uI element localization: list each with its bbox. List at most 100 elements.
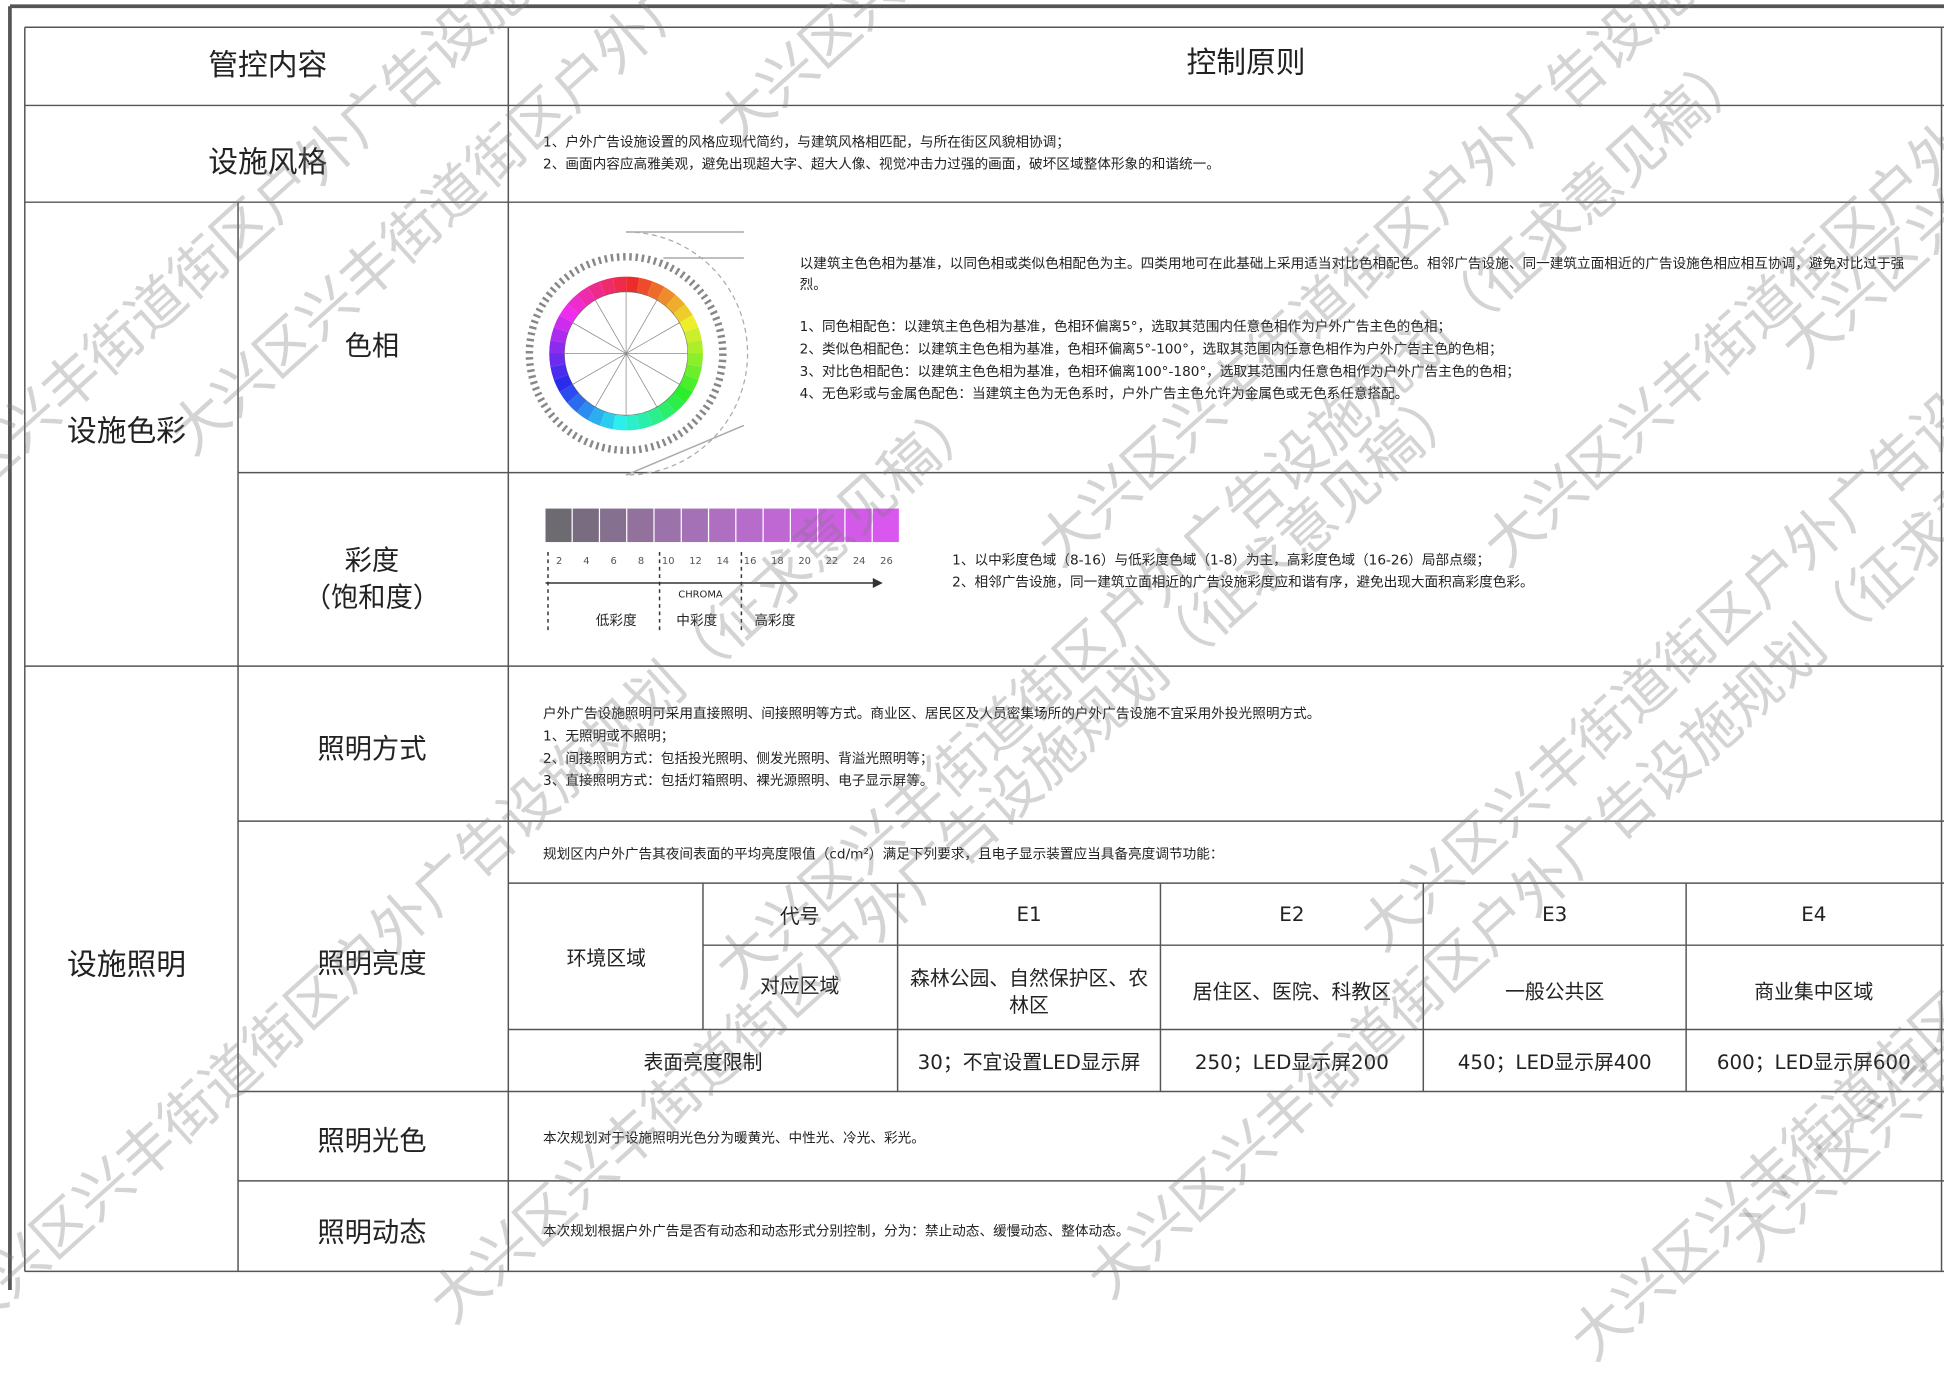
sub-label: 照明动态 xyxy=(317,1218,427,1250)
swatch xyxy=(600,508,627,543)
range-label: 中彩度 xyxy=(676,612,718,629)
tick-label: 2 xyxy=(555,555,563,567)
header-cell: 管控内容 xyxy=(208,47,328,83)
row-label: 设施风格 xyxy=(208,144,328,180)
text-line: 规划区内户外广告其夜间表面的平均亮度限值（cd/m²）满足下列要求，且电子显示装… xyxy=(543,845,1224,863)
swatch xyxy=(736,508,763,543)
hue-spoke xyxy=(625,353,658,408)
hue-spoke xyxy=(594,353,627,408)
table-cell: 450；LED显示屏400 xyxy=(1457,1050,1652,1075)
hue-spoke xyxy=(572,322,627,354)
hue-spoke xyxy=(572,353,627,385)
tick-label: 24 xyxy=(852,555,866,567)
swatch xyxy=(654,508,681,543)
tick-label: 18 xyxy=(771,555,784,567)
text-line: 4、无色彩或与金属色配色：当建筑主色为无色系时，户外广告主色允许为金属色或无色系… xyxy=(799,385,1409,402)
hue-spoke xyxy=(594,299,627,354)
hue-wedge xyxy=(553,374,573,392)
swatch xyxy=(572,508,599,543)
table-cell: 600；LED显示屏600 xyxy=(1716,1050,1911,1075)
hue-wedge xyxy=(647,281,665,300)
table-cell: E3 xyxy=(1542,902,1568,926)
swatch xyxy=(818,508,845,543)
sub-label: 照明亮度 xyxy=(317,948,427,980)
tick-label: 4 xyxy=(583,555,590,567)
text-line: 户外广告设施照明可采用直接照明、间接照明等方式。商业区、居民区及人员密集场所的户… xyxy=(543,705,1321,722)
swatch xyxy=(872,508,899,543)
sub-label: 彩度 （饱和度） xyxy=(303,545,441,614)
hue-wedge xyxy=(626,276,640,293)
sub-label: 色相 xyxy=(344,331,400,363)
text-line: 2、类似色相配色：以建筑主色色相为基准，色相环偏离5°-100°，选取其范围内任… xyxy=(799,341,1503,358)
hue-wedge xyxy=(687,340,703,354)
hue-wedge xyxy=(673,304,693,323)
hue-wedge xyxy=(550,327,568,343)
hue-wedge xyxy=(657,401,676,421)
hue-wedge xyxy=(567,393,587,413)
hue-spoke xyxy=(625,353,680,385)
text-line: 2、间接照明方式：包括投光照明、侧发光照明、背溢光照明等； xyxy=(543,750,934,767)
axis-label: CHROMA xyxy=(678,588,723,600)
hue-wedge xyxy=(665,294,685,314)
hue-spoke xyxy=(625,299,658,354)
table-cell: 森林公园、自然保护区、农林区 xyxy=(909,966,1149,1018)
hue-wedge xyxy=(679,315,699,333)
hue-wedge xyxy=(687,353,703,367)
swatch xyxy=(763,508,790,543)
hue-wedge xyxy=(559,384,579,403)
table-cell: 居住区、医院、科教区 xyxy=(1192,979,1392,1004)
text-line: 2、画面内容应高雅美观，避免出现超大字、超大人像、视觉冲击力过强的画面，破坏区域… xyxy=(543,156,1220,173)
text-line: 2、相邻广告设施，同一建筑立面相近的广告设施彩度应和谐有序，避免出现大面积高彩度… xyxy=(952,574,1534,591)
row-label: 设施色彩 xyxy=(66,413,186,449)
table-cell: E2 xyxy=(1279,902,1305,926)
tick-label: 10 xyxy=(661,555,675,567)
sub-label: 照明方式 xyxy=(317,734,427,766)
table-cell: 代号 xyxy=(779,904,820,928)
text-line: 3、对比色相配色：以建筑主色色相为基准，色相环偏离100°-180°，选取其范围… xyxy=(799,363,1520,380)
hue-wedge xyxy=(549,340,566,354)
text-line: 1、无照明或不照明； xyxy=(543,728,675,745)
hue-wedge xyxy=(684,364,702,380)
tick-label: 26 xyxy=(880,555,893,567)
header-cell: 控制原则 xyxy=(1186,45,1306,81)
hue-wedge xyxy=(657,286,676,307)
text-line: 本次规划根据户外广告是否有动态和动态形式分别控制，分为：禁止动态、缓慢动态、整体… xyxy=(543,1223,1130,1240)
hue-wedge xyxy=(550,364,568,380)
hue-wedge xyxy=(665,393,685,413)
hue-wedge xyxy=(587,407,605,426)
range-label: 低彩度 xyxy=(595,612,637,629)
text-block: 以建筑主色色相为基准，以同色相或类似色相配色为主。四类用地可在此基础上采用适当对… xyxy=(799,255,1905,293)
text-line: 3、直接照明方式：包括灯箱照明、裸光源照明、电子显示屏等。 xyxy=(543,772,934,789)
hue-wedge xyxy=(576,401,596,421)
hue-wedge xyxy=(549,353,566,367)
tick-label: 6 xyxy=(610,555,617,567)
swatch xyxy=(627,508,654,543)
hue-wedge xyxy=(576,286,596,307)
swatch xyxy=(845,508,872,543)
tick-label: 20 xyxy=(798,555,811,567)
hue-wedge xyxy=(626,414,640,431)
tick-label: 14 xyxy=(716,555,730,567)
hue-wedge xyxy=(612,276,627,293)
hue-wedge xyxy=(647,407,665,426)
table-grid xyxy=(8,4,1944,1291)
table-cell: 表面亮度限制 xyxy=(643,1050,763,1075)
hue-wedge xyxy=(636,411,653,430)
hue-wheel xyxy=(525,231,749,476)
hue-wedge xyxy=(553,315,573,333)
table-cell: 30；不宜设置LED显示屏 xyxy=(917,1050,1141,1075)
swatch xyxy=(709,508,736,543)
hue-wedge xyxy=(636,277,653,296)
hue-spoke xyxy=(625,322,680,354)
hue-wedge xyxy=(673,384,693,403)
tick-label: 12 xyxy=(689,555,702,567)
hue-wedge xyxy=(567,294,587,314)
swatch xyxy=(545,508,572,543)
hue-wedge xyxy=(599,411,616,430)
sub-label: 照明光色 xyxy=(317,1126,427,1158)
text-line: 本次规划对于设施照明光色分为暖黄光、中性光、冷光、彩光。 xyxy=(543,1130,925,1147)
swatch xyxy=(790,508,818,543)
text-line: 1、以中彩度色域（8-16）与低彩度色域（1-8）为主，高彩度色域（16-26）… xyxy=(952,551,1491,569)
